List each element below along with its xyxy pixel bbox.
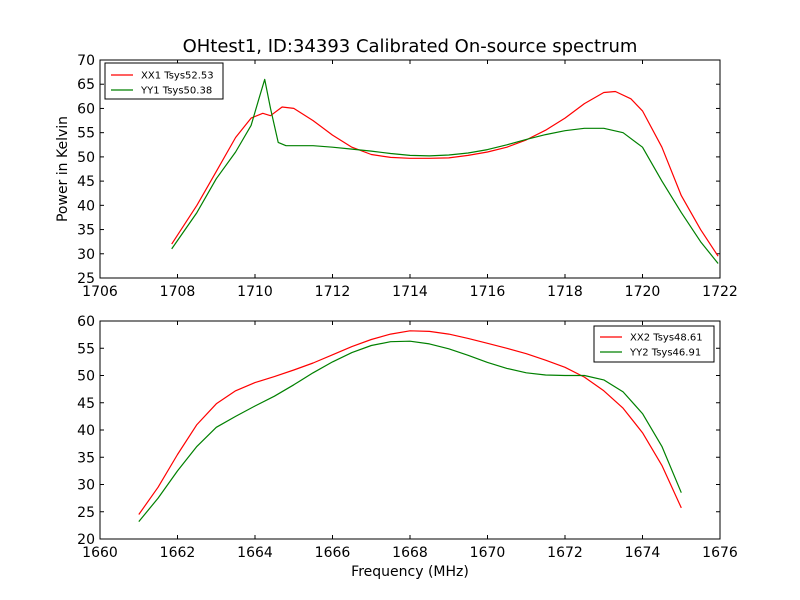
legend-box <box>593 325 715 363</box>
y-tick-group: 25 30 35 40 45 50 55 60 65 70 <box>77 53 720 287</box>
x-tick-label: 1712 <box>315 284 351 300</box>
legend-label-xx2: XX2 Tsys48.61 <box>630 333 703 344</box>
y-tick-label: 65 <box>77 77 95 93</box>
x-tick-group: 1660 1662 1664 1666 1668 1670 1672 1674 1676 <box>82 321 738 561</box>
y-tick-label: 25 <box>77 505 95 521</box>
x-tick-label: 1716 <box>470 284 506 300</box>
y-tick-label: 25 <box>77 271 95 287</box>
y-tick-label: 30 <box>77 478 95 494</box>
y-tick-label: 30 <box>77 247 95 263</box>
y-tick-label: 40 <box>77 423 95 439</box>
series-group <box>171 78 719 264</box>
y-tick-group: 20 25 30 35 40 45 50 55 60 <box>77 314 720 548</box>
x-tick-label: 1674 <box>625 545 661 561</box>
x-tick-label: 1708 <box>160 284 196 300</box>
x-tick-label: 1718 <box>547 284 583 300</box>
y-tick-label: 40 <box>77 198 95 214</box>
series-line-xx1 <box>171 90 719 257</box>
x-tick-label: 1672 <box>547 545 583 561</box>
legend: XX1 Tsys52.53 YY1 Tsys50.38 <box>104 62 224 100</box>
x-tick-label: 1676 <box>702 545 738 561</box>
y-tick-label: 60 <box>77 314 95 330</box>
x-tick-label: 1670 <box>470 545 506 561</box>
y-tick-label: 55 <box>77 341 95 357</box>
x-tick-label: 1664 <box>237 545 273 561</box>
legend-label-yy1: YY1 Tsys50.38 <box>140 86 212 97</box>
plot-frame <box>99 59 721 279</box>
legend-label-xx1: XX1 Tsys52.53 <box>141 71 214 82</box>
top-chart: OHtest1, ID:34393 Calibrated On-source s… <box>55 36 738 300</box>
plot-frame <box>99 320 721 540</box>
y-tick-label: 45 <box>77 396 95 412</box>
y-tick-label: 35 <box>77 223 95 239</box>
legend: XX2 Tsys48.61 YY2 Tsys46.91 <box>593 325 715 363</box>
series-group <box>138 330 682 522</box>
y-tick-label: 55 <box>77 126 95 142</box>
legend-box <box>104 62 224 100</box>
y-tick-label: 70 <box>77 53 95 69</box>
series-line-yy1 <box>171 78 719 264</box>
y-tick-label: 20 <box>77 532 95 548</box>
bottom-chart: Frequency (MHz) 1660 1662 1664 1666 1668 1670… <box>77 314 738 580</box>
y-tick-label: 35 <box>77 450 95 466</box>
series-line-xx2 <box>138 330 682 515</box>
legend-label-yy2: YY2 Tsys46.91 <box>629 348 701 359</box>
x-tick-label: 1710 <box>237 284 273 300</box>
x-tick-label: 1706 <box>82 284 118 300</box>
x-tick-label: 1668 <box>392 545 428 561</box>
x-tick-label: 1662 <box>160 545 196 561</box>
chart-title: OHtest1, ID:34393 Calibrated On-source s… <box>183 36 638 57</box>
y-tick-label: 50 <box>77 150 95 166</box>
series-line-yy2 <box>138 340 682 522</box>
x-axis-label: Frequency (MHz) <box>351 564 469 580</box>
x-tick-label: 1666 <box>315 545 351 561</box>
x-tick-label: 1720 <box>625 284 661 300</box>
y-axis-label: Power in Kelvin <box>55 116 71 222</box>
y-tick-label: 45 <box>77 174 95 190</box>
x-tick-group: 1706 1708 1710 1712 1714 1716 1718 1720 1722 <box>82 60 738 300</box>
x-tick-label: 1714 <box>392 284 428 300</box>
y-tick-label: 60 <box>77 101 95 117</box>
x-tick-label: 1660 <box>82 545 118 561</box>
x-tick-label: 1722 <box>702 284 738 300</box>
y-tick-label: 50 <box>77 369 95 385</box>
